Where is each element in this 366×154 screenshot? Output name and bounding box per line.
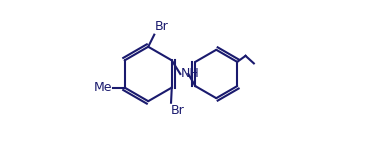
Text: Me: Me bbox=[93, 81, 112, 94]
Text: NH: NH bbox=[181, 67, 200, 81]
Text: Br: Br bbox=[170, 104, 184, 117]
Text: Br: Br bbox=[155, 20, 169, 33]
